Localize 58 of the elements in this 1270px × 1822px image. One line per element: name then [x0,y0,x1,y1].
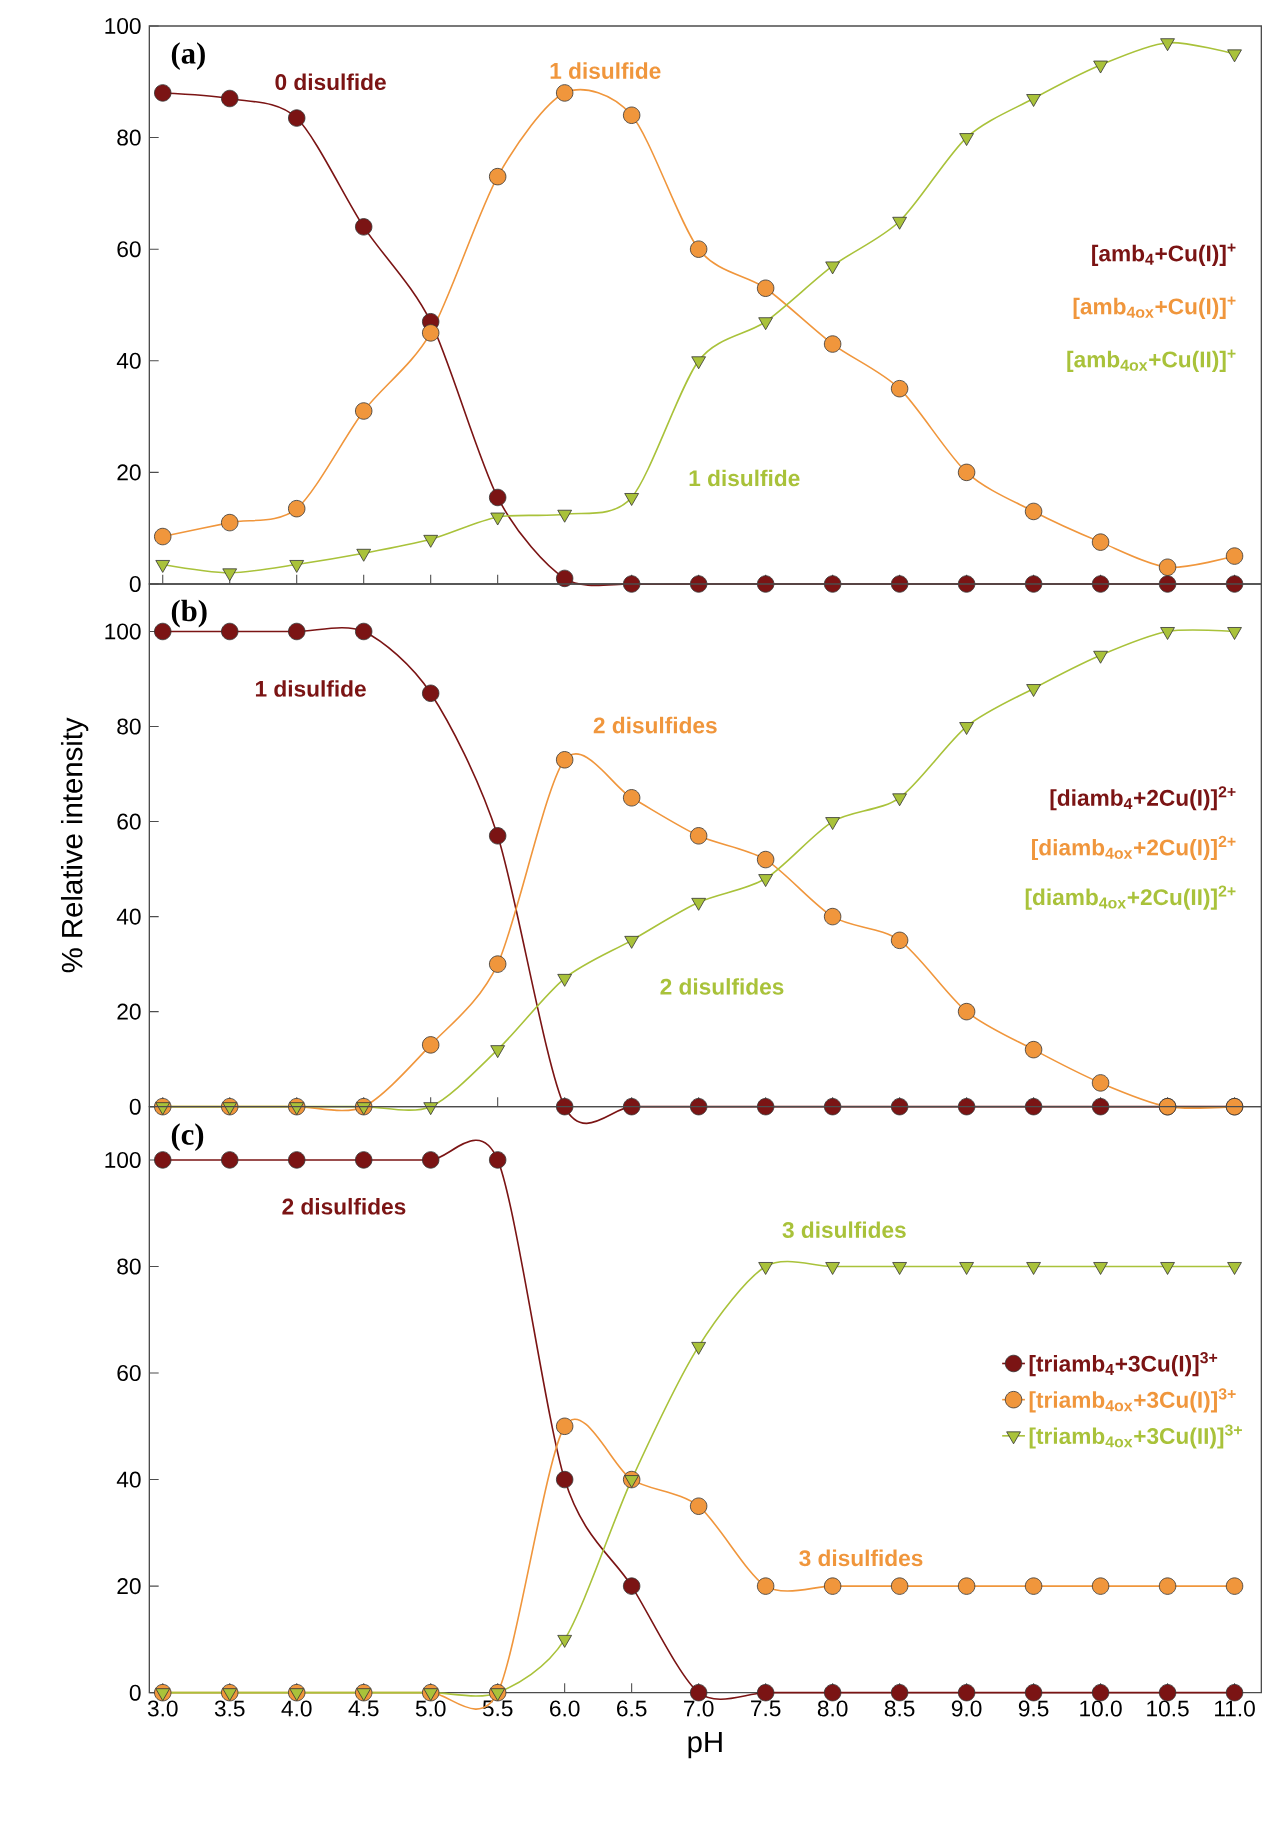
annotation: 1 disulfide [550,62,661,79]
annotation: 0 disulfide [275,73,386,91]
x-tick-label: 6.0 [550,1700,580,1717]
x-tick-label: 10.0 [1080,1700,1122,1717]
x-tick-label: 11.0 [1215,1700,1255,1717]
y-axis-title: % Relative intensity [60,717,89,973]
x-tick-label: 3.0 [147,1700,178,1717]
y-tick-label: 80 [117,1258,141,1275]
y-tick-label: 40 [116,1471,141,1488]
y-tick-label: 0 [129,1684,141,1701]
x-tick-label: 4.0 [281,1700,312,1717]
y-tick-label: 40 [116,908,141,925]
legend-label: [triamb$_{4ox}$+3Cu(I)]$^{3+}$ [1029,1388,1236,1413]
y-tick-label: 20 [117,1003,141,1020]
text: [diamb$_{4}$+2Cu(I)]$^{2+}$ [1050,786,1236,811]
y-tick-label: 100 [105,623,141,640]
y-tick-label: 60 [117,1365,141,1382]
chart-title: (a) [171,42,205,70]
x-tick-label: 6.5 [617,1700,647,1717]
x-tick-label: 7.5 [751,1700,781,1717]
text: [amb$_{4}$+Cu(I)]$^{+}$ [1092,243,1236,266]
annotation: 1 disulfide [689,469,800,487]
text: [diamb$_{4ox}$+2Cu(II)]$^{2+}$ [1025,885,1236,910]
y-tick-label: 80 [117,129,141,146]
chart-title: (b) [171,599,207,628]
y-tick-label: 100 [105,17,141,35]
x-tick-label: 8.5 [884,1700,915,1717]
annotation: 3 disulfides [799,1549,923,1567]
x-tick-label: 7.0 [684,1700,714,1717]
x-tick-label: 3.5 [214,1700,245,1717]
x-tick-label: 8.0 [817,1700,848,1717]
y-tick-label: 60 [117,813,141,830]
y-tick-label: 20 [117,464,141,481]
chart-title: (c) [171,1123,204,1152]
legend-label: [triamb$_{4}$+3Cu(I)]$^{3+}$ [1029,1352,1218,1377]
annotation: 3 disulfides [782,1221,906,1239]
text: [diamb$_{4ox}$+2Cu(I)]$^{2+}$ [1032,835,1236,861]
text: [amb$_{4ox}$+Cu(II)]$^{+}$ [1067,349,1236,372]
x-tick-label: 10.5 [1147,1700,1189,1717]
legend-label: [triamb$_{4ox}$+3Cu(II)]$^{3+}$ [1029,1424,1242,1449]
y-tick-label: 100 [105,1151,141,1168]
y-tick-label: 0 [129,1098,141,1115]
x-tick-label: 4.5 [348,1700,379,1717]
x-tick-label: 9.0 [951,1700,982,1717]
y-tick-label: 80 [117,718,141,735]
y-tick-label: 40 [116,352,141,369]
x-tick-label: 5.5 [482,1700,513,1717]
annotation: 1 disulfide [255,680,366,697]
x-axis-title: pH [688,1731,722,1759]
annotation: 2 disulfides [593,716,717,734]
annotation: 2 disulfides [282,1197,406,1215]
x-tick-label: 5.0 [415,1700,446,1717]
x-tick-label: 9.5 [1018,1700,1049,1717]
annotation: 2 disulfides [660,978,784,995]
text: [amb$_{4ox}$+Cu(I)]$^{+}$ [1073,296,1236,319]
y-tick-label: 20 [117,1578,141,1595]
y-tick-label: 0 [129,575,141,593]
y-tick-label: 60 [117,241,141,258]
